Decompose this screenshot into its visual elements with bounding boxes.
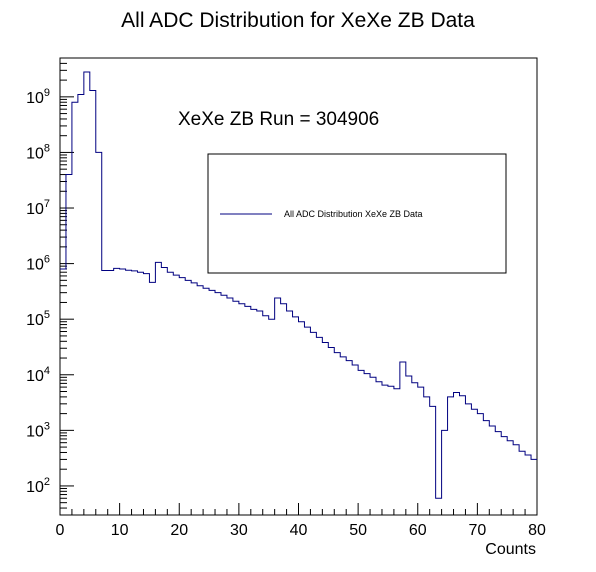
chart-title: All ADC Distribution for XeXe ZB Data (121, 9, 475, 32)
y-tick-label: 102 (26, 476, 50, 496)
x-tick-label: 80 (528, 522, 546, 539)
run-annotation: XeXe ZB Run = 304906 (178, 109, 379, 130)
x-tick-label: 60 (409, 522, 427, 539)
y-tick-label: 103 (26, 420, 50, 440)
x-tick-label: 50 (349, 522, 367, 539)
y-tick-label: 108 (26, 142, 50, 162)
x-tick-label: 0 (56, 522, 65, 539)
legend: All ADC Distribution XeXe ZB Data (207, 153, 507, 274)
x-axis-label: Counts (485, 541, 536, 558)
x-tick-label: 10 (111, 522, 129, 539)
x-tick-label: 20 (170, 522, 188, 539)
y-tick-label: 109 (26, 87, 50, 107)
x-tick-label: 70 (468, 522, 486, 539)
x-axis: 0 10 20 30 40 50 60 70 80 (56, 503, 546, 539)
x-tick-label: 30 (230, 522, 248, 539)
histogram-series-line (60, 71, 537, 499)
x-tick-label: 40 (290, 522, 308, 539)
y-tick-label: 105 (26, 309, 50, 329)
legend-label: All ADC Distribution XeXe ZB Data (284, 209, 423, 219)
y-tick-label: 104 (26, 365, 50, 385)
y-axis: 102 103 104 105 106 107 108 109 (26, 57, 74, 516)
y-tick-label: 107 (26, 198, 50, 218)
y-tick-label: 106 (26, 254, 50, 274)
